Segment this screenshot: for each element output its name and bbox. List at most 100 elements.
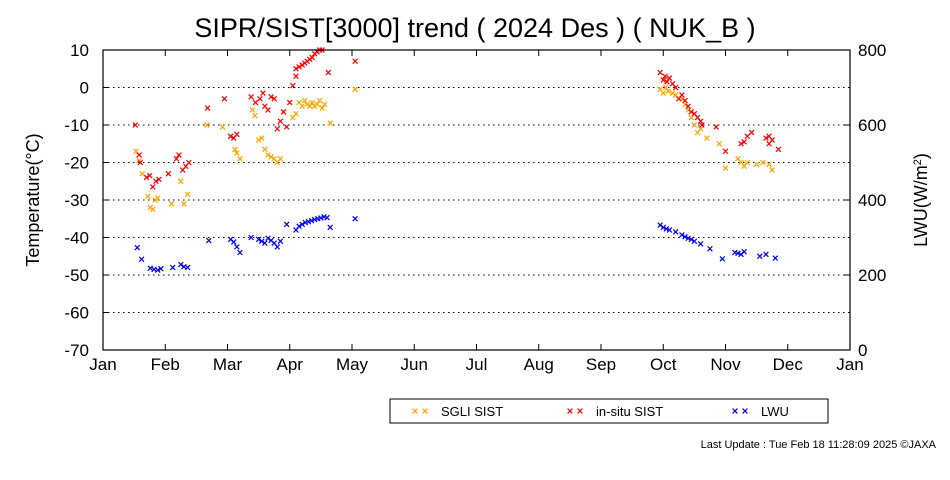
series-sgli-sist bbox=[133, 84, 776, 213]
data-point bbox=[663, 226, 670, 232]
data-point bbox=[327, 224, 334, 231]
data-point bbox=[352, 58, 358, 65]
data-point bbox=[744, 133, 751, 140]
data-point bbox=[147, 265, 154, 272]
data-point bbox=[296, 223, 302, 230]
data-point bbox=[666, 75, 673, 81]
data-point bbox=[268, 154, 274, 160]
data-point bbox=[138, 256, 145, 263]
legend: SGLI SIST in-situ SIST LWU bbox=[389, 398, 829, 424]
data-point bbox=[325, 69, 332, 76]
data-point bbox=[268, 94, 274, 100]
data-point bbox=[168, 200, 175, 207]
data-point bbox=[666, 227, 673, 233]
data-point bbox=[265, 152, 271, 158]
data-point bbox=[283, 124, 290, 130]
data-point bbox=[309, 99, 315, 106]
x-tick-label: Apr bbox=[277, 355, 304, 374]
data-point bbox=[234, 131, 240, 138]
x-tick-label: Jan bbox=[836, 355, 863, 374]
data-point bbox=[204, 122, 210, 128]
data-point bbox=[685, 235, 691, 242]
y2-axis-label-base: LWU(W/m bbox=[911, 165, 931, 247]
data-point bbox=[265, 107, 271, 113]
legend-item: in-situ SIST bbox=[567, 404, 663, 419]
plot-frame bbox=[102, 49, 851, 351]
x-tick-label: Oct bbox=[650, 355, 677, 374]
data-point bbox=[293, 65, 299, 72]
legend-label: LWU bbox=[761, 404, 789, 419]
data-point bbox=[738, 140, 744, 147]
x-tick-label: Aug bbox=[524, 355, 554, 374]
data-point bbox=[237, 155, 243, 162]
data-marks bbox=[132, 47, 782, 273]
data-point bbox=[691, 238, 698, 245]
data-point bbox=[318, 215, 324, 221]
data-point bbox=[221, 95, 228, 102]
y-tick-label: -10 bbox=[64, 116, 89, 135]
data-point bbox=[301, 97, 308, 104]
data-point bbox=[277, 118, 284, 125]
data-point bbox=[293, 110, 299, 117]
data-point bbox=[672, 229, 679, 235]
y2-tick-label: 200 bbox=[858, 266, 886, 285]
data-point bbox=[679, 92, 685, 98]
y-axis-left: 10 0 -10 -20 -30 -40 -50 -60 -70 bbox=[64, 41, 109, 360]
data-point bbox=[260, 90, 266, 96]
y-axis-right: 800 600 400 200 0 bbox=[844, 41, 886, 360]
data-point bbox=[290, 82, 296, 89]
data-point bbox=[293, 73, 299, 80]
data-point bbox=[237, 249, 243, 256]
data-point bbox=[352, 215, 358, 222]
data-point bbox=[258, 135, 265, 141]
series-lwu bbox=[134, 214, 779, 273]
data-point bbox=[274, 125, 281, 132]
data-point bbox=[262, 240, 268, 246]
data-point bbox=[697, 118, 704, 125]
data-point bbox=[156, 176, 162, 183]
data-point bbox=[265, 235, 271, 242]
x-tick-label: Feb bbox=[151, 355, 180, 374]
data-point bbox=[321, 101, 328, 108]
data-point bbox=[309, 54, 315, 61]
y-tick-label: -70 bbox=[64, 341, 89, 360]
data-point bbox=[719, 256, 726, 262]
data-point bbox=[763, 251, 769, 258]
legend-item: LWU bbox=[732, 404, 789, 419]
data-point bbox=[234, 244, 240, 250]
data-point bbox=[672, 84, 679, 91]
data-point bbox=[158, 265, 164, 272]
data-point bbox=[232, 146, 238, 153]
x-tick-label: Dec bbox=[773, 355, 804, 374]
data-point bbox=[184, 264, 191, 271]
data-point bbox=[324, 214, 330, 221]
data-point bbox=[257, 95, 263, 102]
data-point bbox=[248, 94, 254, 100]
y2-axis-label: LWU(W/m2) bbox=[911, 153, 931, 247]
x-tick-label: Sep bbox=[586, 355, 616, 374]
legend-box bbox=[389, 398, 829, 424]
x-axis: Jan Feb Mar Apr May Jun Jul Aug Sep Oct Nov Dec Jan bbox=[89, 50, 864, 374]
data-point bbox=[660, 224, 667, 231]
y2-axis-label-end: ) bbox=[911, 153, 931, 159]
data-point bbox=[657, 69, 663, 76]
data-point bbox=[296, 64, 302, 70]
x-tick-label: May bbox=[336, 355, 369, 374]
data-point bbox=[255, 236, 262, 243]
y-tick-label: 0 bbox=[80, 79, 89, 98]
data-point bbox=[682, 233, 688, 240]
data-point bbox=[252, 99, 259, 106]
y-tick-label: -50 bbox=[64, 266, 89, 285]
x-tick-label: Jul bbox=[466, 355, 488, 374]
data-point bbox=[258, 238, 265, 245]
data-point bbox=[271, 95, 278, 102]
data-point bbox=[662, 84, 669, 91]
data-point bbox=[262, 146, 268, 153]
legend-marker bbox=[577, 408, 583, 414]
data-point bbox=[319, 105, 325, 111]
y2-tick-label: 800 bbox=[858, 41, 886, 60]
legend-marker bbox=[422, 408, 428, 414]
data-point bbox=[230, 239, 237, 245]
data-point bbox=[234, 150, 240, 156]
legend-marker bbox=[567, 408, 573, 414]
